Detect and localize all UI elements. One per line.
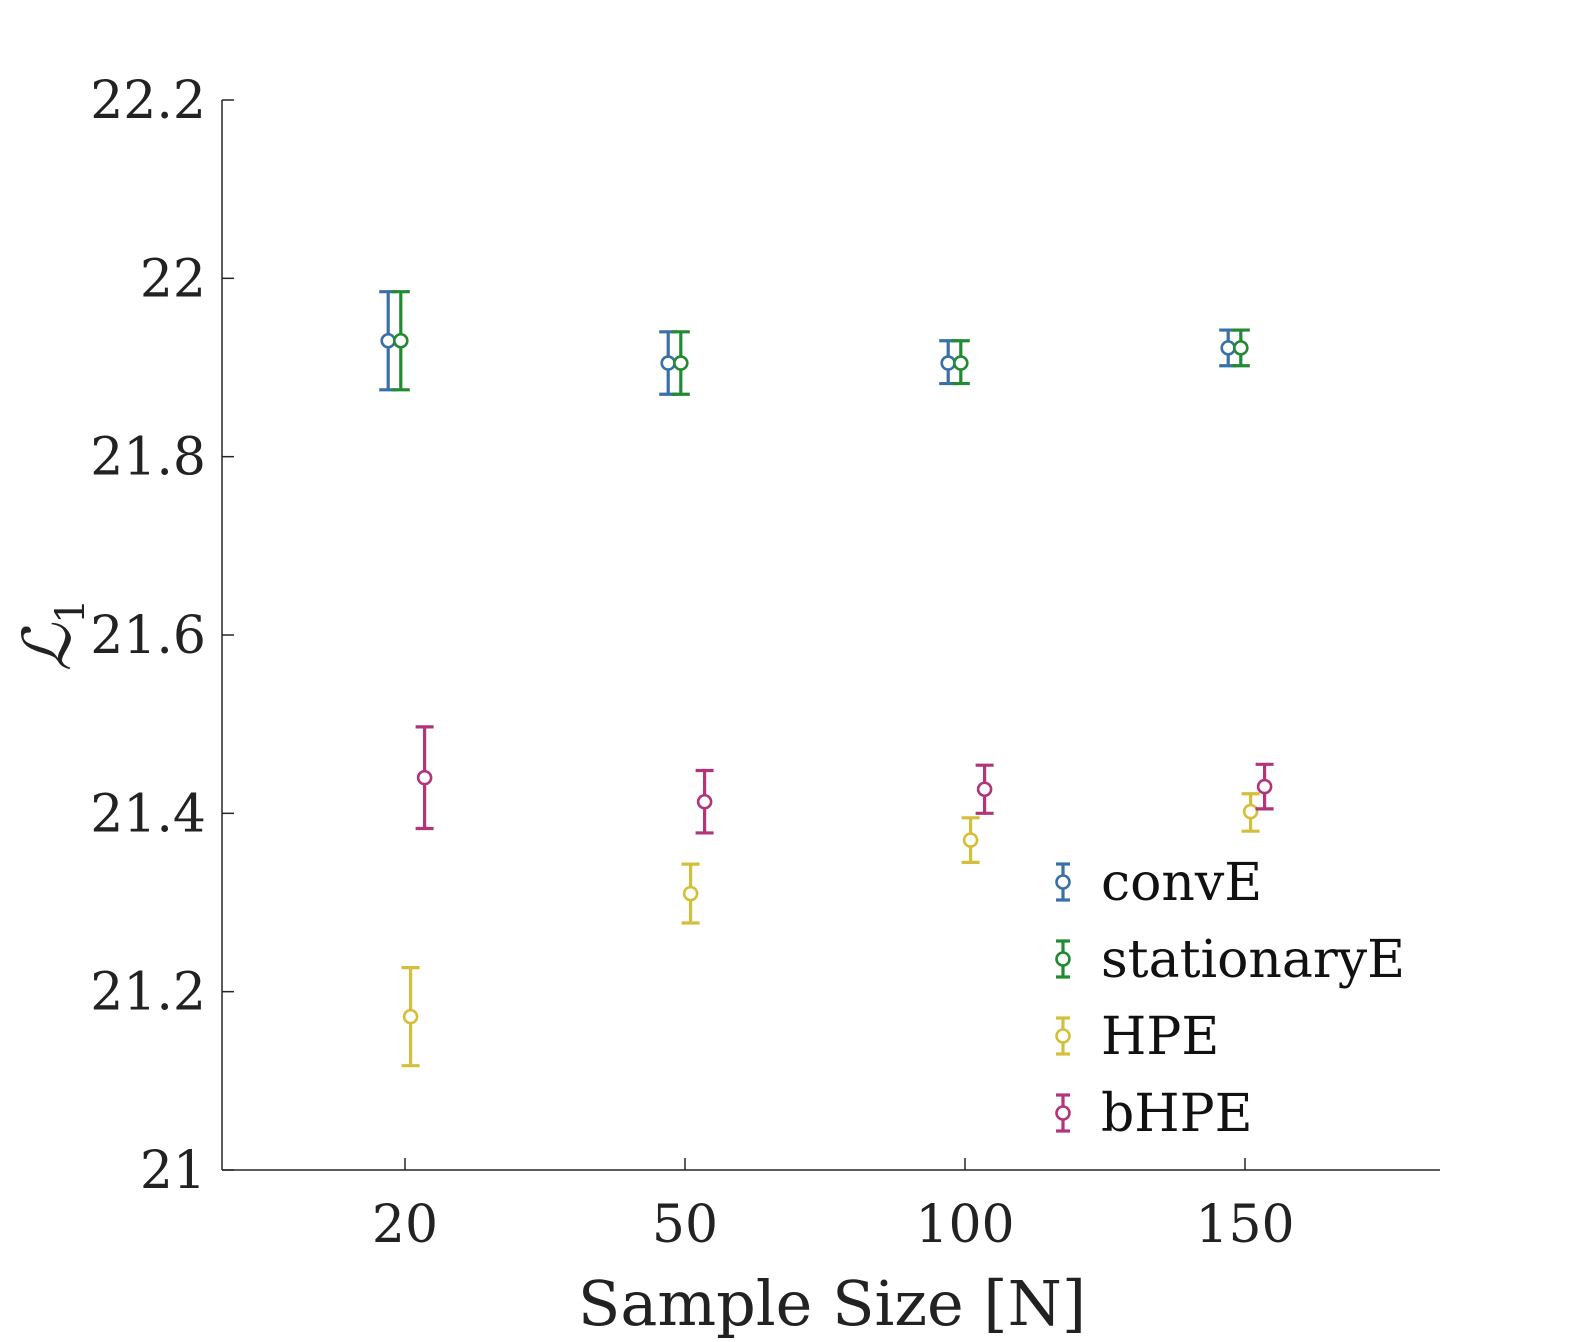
data-point bbox=[1233, 340, 1249, 356]
legend-item-HPE: HPE bbox=[1055, 1007, 1219, 1067]
data-point bbox=[1256, 778, 1273, 795]
data-point bbox=[392, 332, 409, 349]
legend-label: stationaryE bbox=[1101, 930, 1405, 990]
x-tick-label: 150 bbox=[1195, 1195, 1294, 1255]
series-bHPE bbox=[415, 725, 1274, 835]
legend-label: HPE bbox=[1101, 1007, 1219, 1067]
legend-item-convE: convE bbox=[1055, 853, 1262, 913]
legend-item-bHPE: bHPE bbox=[1055, 1084, 1253, 1144]
axes bbox=[221, 100, 1440, 1171]
data-point bbox=[962, 832, 979, 848]
data-point bbox=[976, 781, 993, 798]
x-axis-label: Sample Size [N] bbox=[578, 1267, 1086, 1340]
y-ticks: 21 21.2 21.4 21.6 21.8 22 22.2 bbox=[90, 71, 234, 1201]
y-tick-label: 21 bbox=[140, 1141, 206, 1201]
x-tick-label: 100 bbox=[915, 1195, 1014, 1255]
series-stationaryE bbox=[391, 290, 1250, 396]
legend-label: bHPE bbox=[1101, 1084, 1253, 1144]
y-axis-label-sub: 1 bbox=[48, 599, 94, 624]
legend: convE stationaryE HPE bHPE bbox=[1055, 853, 1405, 1144]
legend-symbol-marker bbox=[1055, 1028, 1071, 1044]
data-point bbox=[940, 355, 957, 371]
data-point bbox=[1242, 803, 1259, 820]
legend-item-stationaryE: stationaryE bbox=[1055, 930, 1405, 990]
data-point bbox=[416, 769, 433, 786]
y-tick-label: 22.2 bbox=[90, 71, 206, 131]
data-point bbox=[682, 885, 699, 902]
x-tick-label: 20 bbox=[372, 1195, 438, 1255]
y-tick-label: 21.4 bbox=[90, 784, 206, 844]
series-layer bbox=[379, 290, 1274, 1068]
data-point bbox=[660, 355, 677, 371]
y-tick-label: 21.8 bbox=[90, 428, 206, 488]
data-point bbox=[696, 793, 713, 810]
x-tick-label: 50 bbox=[652, 1195, 718, 1255]
legend-symbol-marker bbox=[1055, 951, 1071, 967]
x-ticks: 20 50 100 150 bbox=[372, 1158, 1295, 1255]
y-tick-label: 22 bbox=[140, 249, 206, 309]
data-point bbox=[380, 332, 397, 349]
y-tick-label: 21.2 bbox=[90, 963, 206, 1023]
data-point bbox=[402, 1008, 419, 1025]
series-convE bbox=[379, 290, 1238, 396]
series-HPE bbox=[401, 792, 1260, 1068]
y-tick-label: 21.6 bbox=[90, 606, 206, 666]
y-axis-label: ℒ1 bbox=[9, 599, 94, 672]
y-axis-label-main: ℒ bbox=[9, 623, 86, 672]
data-point bbox=[672, 355, 689, 371]
legend-symbol-marker bbox=[1055, 874, 1071, 890]
data-point bbox=[952, 355, 969, 371]
legend-label: convE bbox=[1101, 853, 1262, 913]
data-point bbox=[1220, 340, 1236, 356]
legend-symbol-marker bbox=[1055, 1105, 1071, 1121]
